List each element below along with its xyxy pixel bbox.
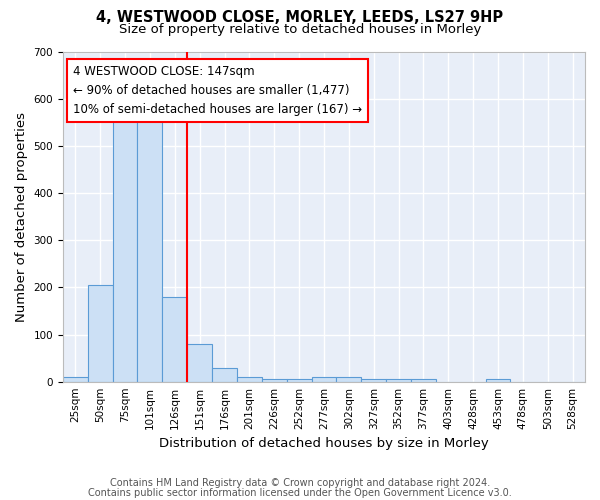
Bar <box>212 368 237 382</box>
Bar <box>311 377 337 382</box>
Text: Contains public sector information licensed under the Open Government Licence v3: Contains public sector information licen… <box>88 488 512 498</box>
Text: Size of property relative to detached houses in Morley: Size of property relative to detached ho… <box>119 22 481 36</box>
Bar <box>386 380 411 382</box>
Bar <box>361 380 386 382</box>
Bar <box>187 344 212 382</box>
X-axis label: Distribution of detached houses by size in Morley: Distribution of detached houses by size … <box>159 437 489 450</box>
Text: Contains HM Land Registry data © Crown copyright and database right 2024.: Contains HM Land Registry data © Crown c… <box>110 478 490 488</box>
Bar <box>237 377 262 382</box>
Bar <box>287 380 311 382</box>
Bar <box>411 380 436 382</box>
Bar <box>63 377 88 382</box>
Bar <box>113 120 137 382</box>
Text: 4, WESTWOOD CLOSE, MORLEY, LEEDS, LS27 9HP: 4, WESTWOOD CLOSE, MORLEY, LEEDS, LS27 9… <box>97 10 503 25</box>
Text: 4 WESTWOOD CLOSE: 147sqm
← 90% of detached houses are smaller (1,477)
10% of sem: 4 WESTWOOD CLOSE: 147sqm ← 90% of detach… <box>73 64 362 116</box>
Bar <box>485 380 511 382</box>
Bar <box>137 118 163 382</box>
Bar <box>88 285 113 382</box>
Y-axis label: Number of detached properties: Number of detached properties <box>15 112 28 322</box>
Bar <box>337 377 361 382</box>
Bar <box>163 297 187 382</box>
Bar <box>262 380 287 382</box>
